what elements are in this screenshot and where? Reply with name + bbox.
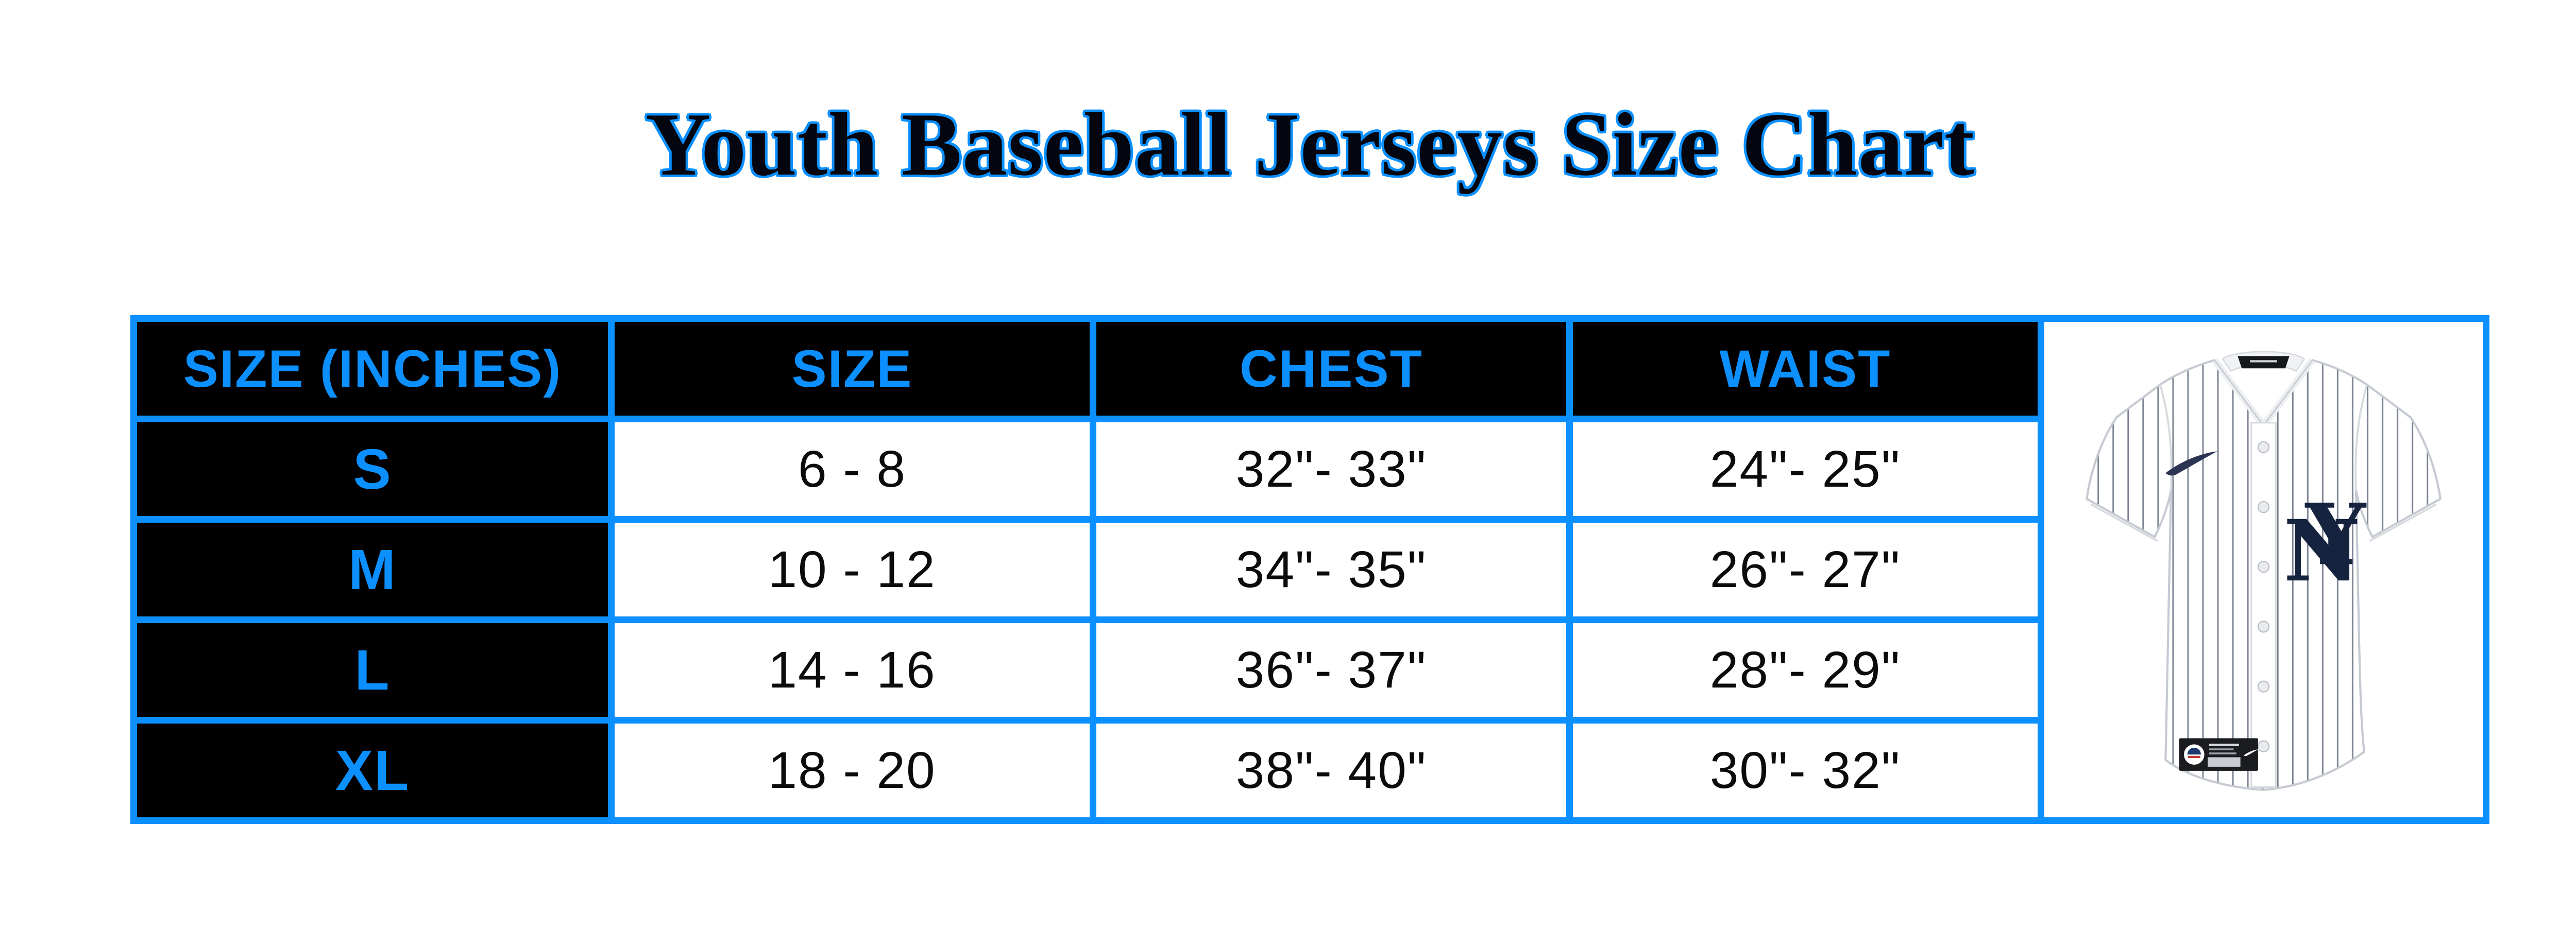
collar-tag-text-line bbox=[2250, 360, 2277, 363]
cell-m-waist: 26"- 27" bbox=[1573, 523, 2038, 616]
row-label-m: M bbox=[137, 523, 608, 616]
cell-s-chest: 32"- 33" bbox=[1096, 422, 1566, 516]
page-title: Youth Baseball Jerseys Size Chart bbox=[645, 94, 1975, 194]
size-chart-table: SIZE (INCHES) SIZE CHEST WAIST bbox=[130, 315, 2489, 824]
svg-text:Y: Y bbox=[2304, 485, 2367, 584]
cell-l-chest: 36"- 37" bbox=[1096, 623, 1566, 717]
cell-xl-waist: 30"- 32" bbox=[1573, 724, 2038, 817]
row-label-xl: XL bbox=[137, 724, 608, 817]
jersey-image-cell: N Y bbox=[2044, 322, 2483, 817]
yankees-jersey-photo: N Y bbox=[2085, 351, 2442, 791]
seam-left bbox=[2159, 384, 2173, 491]
seam-right bbox=[2354, 384, 2368, 491]
cell-s-waist: 24"- 25" bbox=[1573, 422, 2038, 516]
nike-swoosh-icon bbox=[2165, 451, 2217, 476]
cell-xl-size: 18 - 20 bbox=[615, 724, 1090, 817]
ny-logo: N Y bbox=[2283, 485, 2367, 600]
placket bbox=[2250, 422, 2277, 788]
buttons bbox=[2257, 441, 2270, 752]
cuff-left bbox=[2090, 503, 2158, 542]
cell-xl-chest: 38"- 40" bbox=[1096, 724, 1566, 817]
cell-l-size: 14 - 16 bbox=[615, 623, 1090, 717]
header-cell-size-inches: SIZE (INCHES) bbox=[137, 322, 608, 416]
svg-text:N: N bbox=[2283, 501, 2361, 600]
row-label-l: L bbox=[137, 623, 608, 717]
cuff-right bbox=[2369, 503, 2437, 542]
jock-tag bbox=[2179, 738, 2259, 771]
header-cell-size: SIZE bbox=[615, 322, 1090, 416]
jock-tag-swoosh-icon bbox=[2244, 749, 2259, 757]
cell-s-size: 6 - 8 bbox=[615, 422, 1090, 516]
row-label-s: S bbox=[137, 422, 608, 516]
cell-m-size: 10 - 12 bbox=[615, 523, 1090, 616]
cell-m-chest: 34"- 35" bbox=[1096, 523, 1566, 616]
header-cell-chest: CHEST bbox=[1096, 322, 1566, 416]
header-cell-waist: WAIST bbox=[1573, 322, 2038, 416]
cell-l-waist: 28"- 29" bbox=[1573, 623, 2038, 717]
